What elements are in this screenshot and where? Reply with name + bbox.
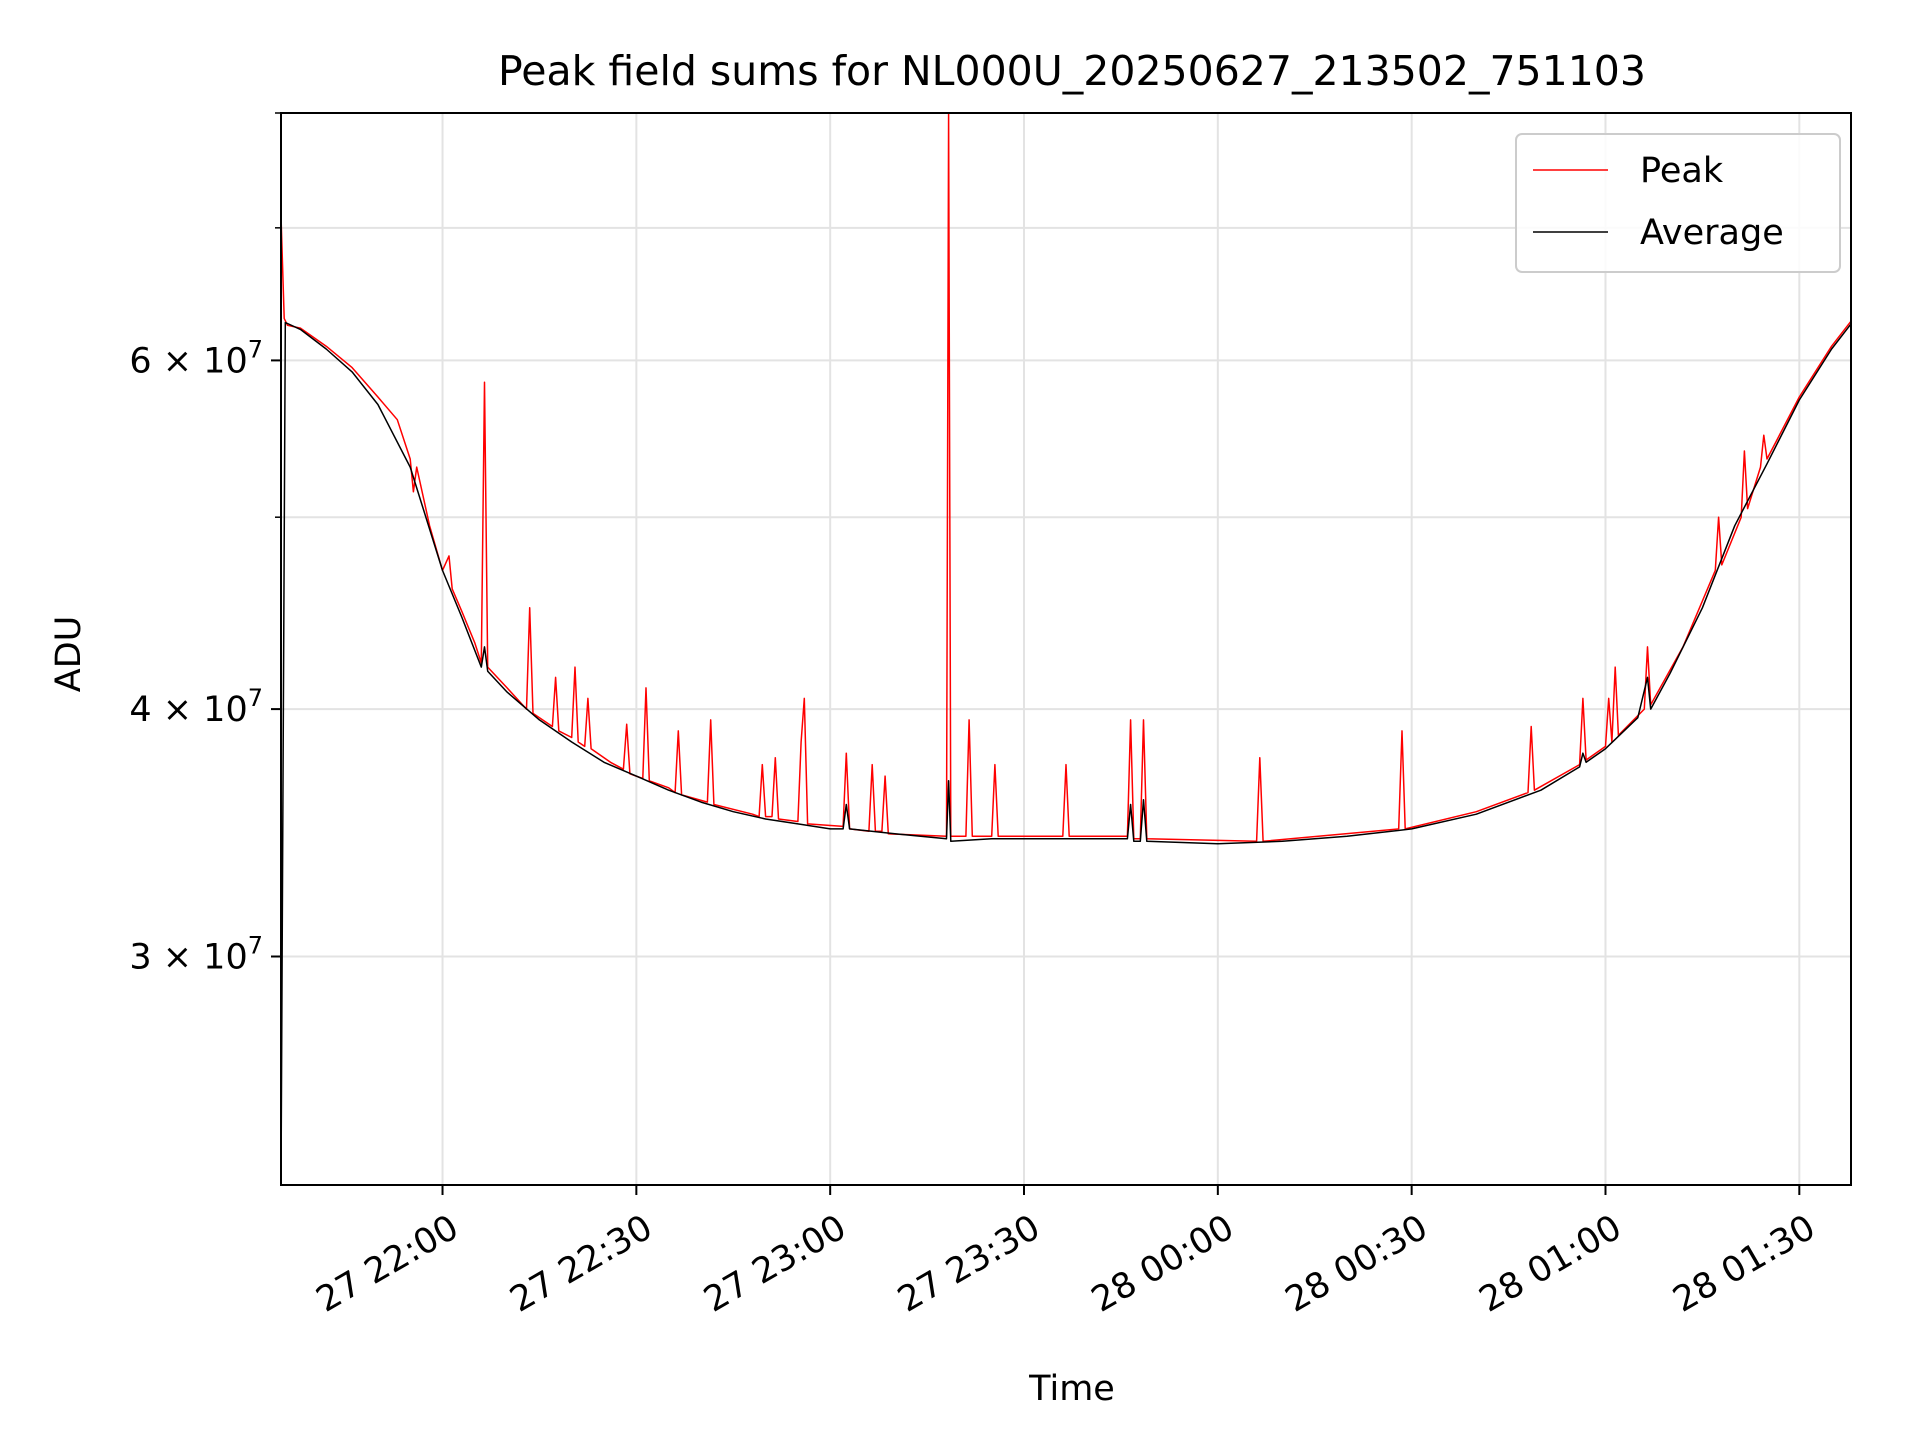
legend-label-average: Average — [1640, 213, 1784, 253]
y-tick-label: 4 × 107 — [129, 684, 263, 730]
series-line-peak — [281, 113, 1851, 843]
y-tick-label: 6 × 107 — [129, 335, 263, 381]
y-tick-label: 3 × 107 — [129, 931, 263, 977]
series-layer — [281, 113, 1851, 1185]
legend: Peak Average — [1515, 133, 1841, 273]
x-axis-label: Time — [1028, 1369, 1115, 1409]
series-line-average — [281, 321, 1851, 1185]
legend-label-peak: Peak — [1640, 151, 1724, 191]
y-axis-label: ADU — [49, 616, 89, 693]
plot-frame — [280, 112, 1852, 1186]
chart-title: Peak field sums for NL000U_20250627_2135… — [498, 47, 1646, 95]
legend-box — [1515, 133, 1841, 273]
